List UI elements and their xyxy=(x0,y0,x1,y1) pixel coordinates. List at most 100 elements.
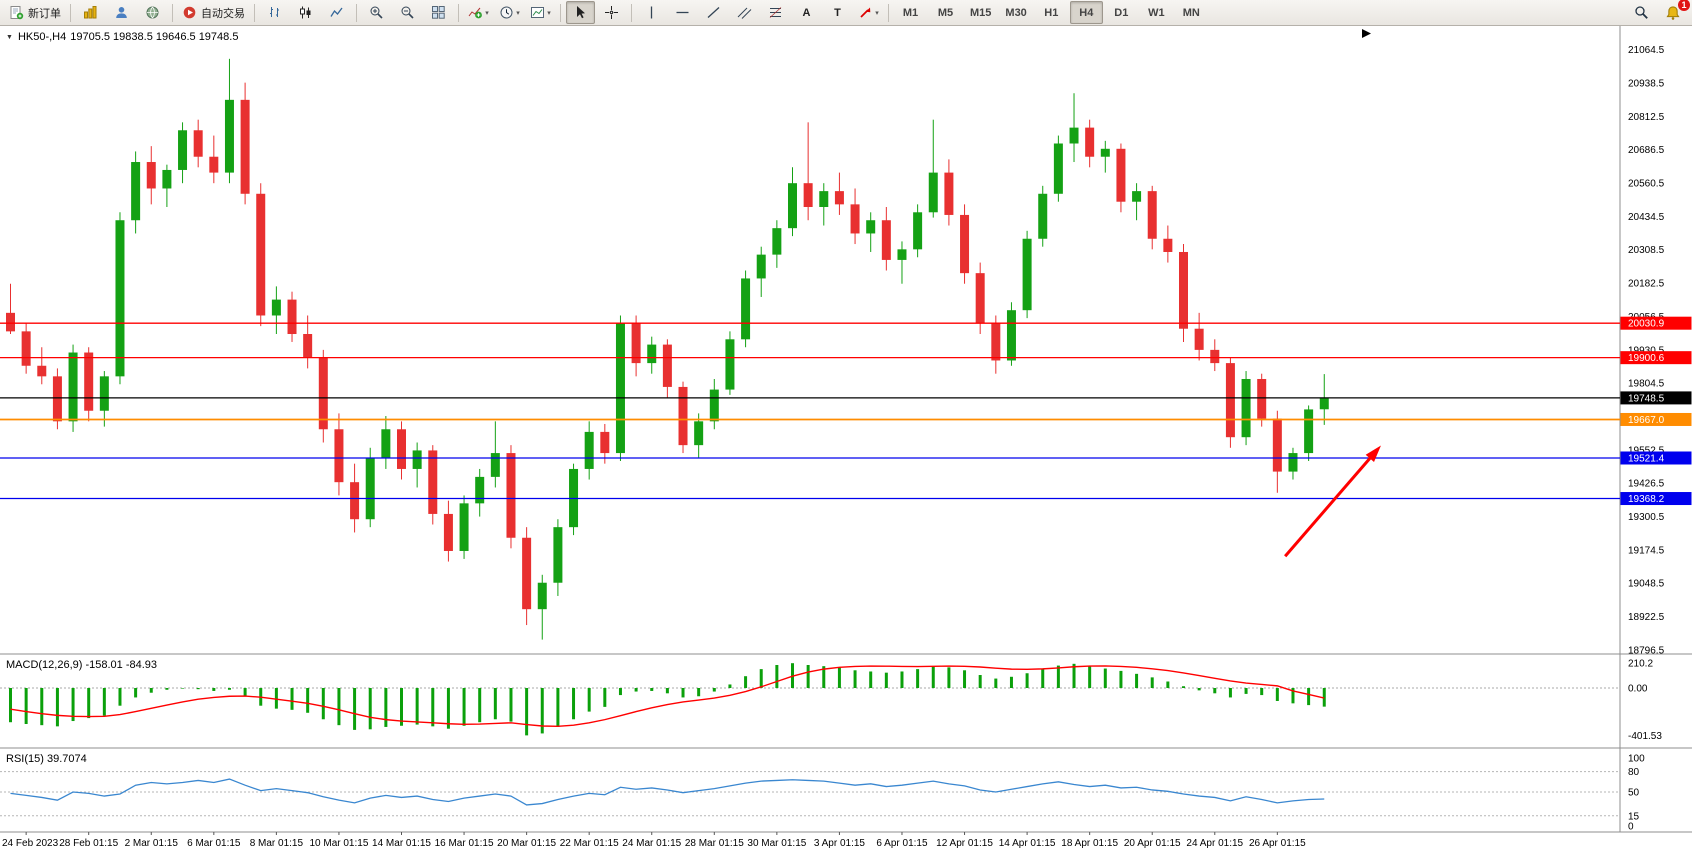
candle-body xyxy=(881,220,891,260)
separator xyxy=(458,3,459,22)
candle-body xyxy=(397,429,406,469)
templates-button[interactable]: ▾ xyxy=(526,1,555,24)
text-label-tool[interactable]: T xyxy=(823,1,852,24)
search-button[interactable] xyxy=(1627,1,1656,24)
timeframe-h1[interactable]: H1 xyxy=(1044,6,1059,19)
community-button[interactable] xyxy=(138,1,167,24)
price-line-badge-label: 19900.6 xyxy=(1628,353,1665,364)
arrows-tool[interactable]: ▾ xyxy=(854,1,883,24)
text-tool-label: A xyxy=(802,6,811,19)
candle-body xyxy=(1006,310,1016,361)
candle-body xyxy=(334,429,344,483)
timeframe-m5[interactable]: M5 xyxy=(937,6,954,19)
one-click-trading-toggle[interactable]: ▼ xyxy=(6,33,13,41)
time-axis[interactable]: 24 Feb 2023 28 Feb 01:15 2 Mar 01:15 6 Mar … xyxy=(2,832,1306,849)
price-axis[interactable]: 21064.5 20938.5 20812.5 20686.5 20560.5 20434… xyxy=(1628,45,1665,656)
arrow-annotation[interactable] xyxy=(1284,445,1381,558)
candle-body xyxy=(381,429,391,459)
candlestick-chart-button[interactable] xyxy=(291,1,320,24)
macd-signal-line xyxy=(10,665,1325,728)
indicators-icon xyxy=(468,7,483,19)
candlestick-icon xyxy=(300,6,311,19)
timeframe-m1[interactable]: M1 xyxy=(902,6,919,19)
candle-body xyxy=(506,453,516,538)
candle-body xyxy=(84,352,94,411)
candle-body xyxy=(584,431,594,469)
clock-icon xyxy=(500,6,513,19)
indicators-button[interactable]: ▾ xyxy=(464,1,493,24)
candle-body xyxy=(131,162,141,221)
timeframe-h4[interactable]: H4 xyxy=(1069,1,1103,24)
candle-body xyxy=(991,323,1001,361)
price-axis-label: 19300.5 xyxy=(1628,512,1665,523)
time-axis-label: 22 Mar 01:15 xyxy=(560,838,619,849)
timeframe-mn[interactable]: MN xyxy=(1182,6,1200,19)
vertical-line-tool[interactable] xyxy=(637,1,666,24)
price-axis-label: 19804.5 xyxy=(1628,379,1665,390)
macd-label: MACD(12,26,9) -158.01 -84.93 xyxy=(6,659,157,671)
bar-chart-icon xyxy=(270,7,279,17)
price-axis-label: 19174.5 xyxy=(1628,545,1665,556)
time-axis-label: 24 Feb 2023 xyxy=(2,838,59,849)
rsi-line xyxy=(10,778,1325,806)
price-line-badge xyxy=(1620,451,1692,465)
zoom-in-button[interactable] xyxy=(362,1,391,24)
chevron-down-icon: ▾ xyxy=(516,9,520,17)
timeframe-group: M1 M5 M15 M30 H1 H4 D1 W1 MN xyxy=(893,1,1209,24)
notifications-button[interactable]: 1 xyxy=(1658,0,1690,24)
candle-body xyxy=(803,183,813,208)
time-axis-label: 20 Mar 01:15 xyxy=(497,838,556,849)
cursor-button[interactable] xyxy=(566,1,595,24)
candle-body xyxy=(1210,349,1220,364)
zoom-out-button[interactable] xyxy=(393,1,422,24)
periods-button[interactable]: ▾ xyxy=(495,1,524,24)
price-axis-label: 19930.5 xyxy=(1628,345,1665,356)
candle-body xyxy=(193,130,203,157)
price-line-badge-label: 19521.4 xyxy=(1628,453,1665,464)
trendline-tool[interactable] xyxy=(699,1,728,24)
price-line-badge-label: 20030.9 xyxy=(1628,319,1665,330)
timeframe-m30[interactable]: M30 xyxy=(1005,6,1027,19)
line-chart-icon xyxy=(330,7,343,17)
support-button[interactable] xyxy=(107,1,136,24)
candle-body xyxy=(756,254,766,279)
price-line-badge-label: 19667.0 xyxy=(1628,415,1665,426)
line-chart-button[interactable] xyxy=(322,1,351,24)
candle-body xyxy=(1100,148,1110,157)
auto-trading-button[interactable]: 自动交易 xyxy=(178,1,249,24)
crosshair-button[interactable] xyxy=(597,1,626,24)
toolbar: 新订单 自动交易 ▾ ▾ ▾ A T ▾ M1 M5 M15 M30 H1 H4 D1 W1 M… xyxy=(0,0,1692,26)
candle-body xyxy=(1319,397,1329,410)
time-axis-label: 16 Mar 01:15 xyxy=(435,838,494,849)
candle-body xyxy=(850,204,860,234)
tile-windows-button[interactable] xyxy=(424,1,453,24)
candle-body xyxy=(1304,409,1314,454)
template-icon xyxy=(531,7,545,18)
time-axis-label: 28 Mar 01:15 xyxy=(685,838,744,849)
candle-body xyxy=(631,323,641,364)
candle-body xyxy=(1225,363,1235,438)
new-order-button[interactable]: 新订单 xyxy=(5,1,65,24)
candle-body xyxy=(99,376,109,411)
candle-body xyxy=(21,331,31,366)
chart-canvas[interactable]: 21064.5 20938.5 20812.5 20686.5 20560.5 20434… xyxy=(0,26,1692,854)
timeframe-m15[interactable]: M15 xyxy=(970,6,992,19)
channel-tool[interactable] xyxy=(730,1,759,24)
text-tool[interactable]: A xyxy=(792,1,821,24)
bar-chart-button[interactable] xyxy=(260,1,289,24)
horizontal-line-tool[interactable] xyxy=(668,1,697,24)
candle-body xyxy=(287,299,297,335)
headset-icon xyxy=(116,7,127,18)
charts-button[interactable] xyxy=(76,1,105,24)
candlestick-series xyxy=(6,58,1329,640)
chevron-down-icon: ▾ xyxy=(485,9,489,17)
fibonacci-tool[interactable] xyxy=(761,1,790,24)
separator xyxy=(560,3,561,22)
candle-body xyxy=(1085,127,1095,157)
chart-shift-marker[interactable] xyxy=(1362,29,1371,38)
timeframe-d1[interactable]: D1 xyxy=(1114,6,1129,19)
timeframe-w1[interactable]: W1 xyxy=(1148,6,1165,19)
rsi-axis-label: 15 xyxy=(1628,811,1640,822)
price-line-badge xyxy=(1620,351,1692,365)
candle-body xyxy=(68,352,78,422)
